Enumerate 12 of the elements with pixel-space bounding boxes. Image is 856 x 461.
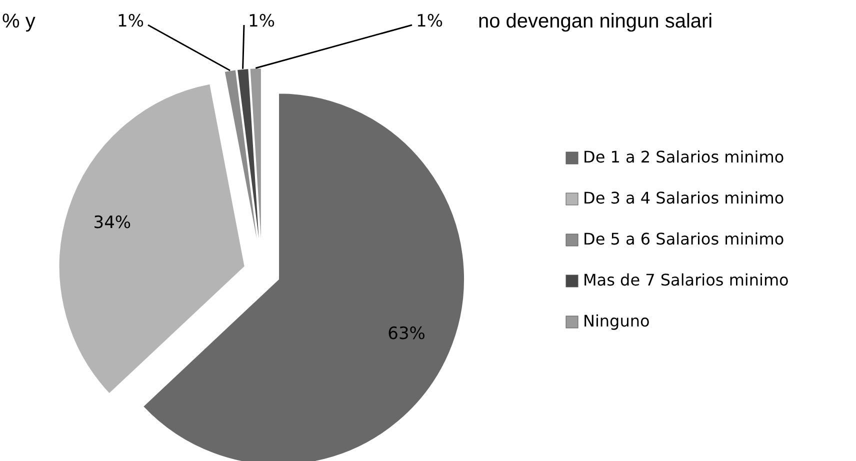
data-label: 1% [248, 12, 275, 32]
legend-label: De 5 a 6 Salarios minimo [583, 229, 784, 248]
text: no devengan ningun salari [478, 10, 713, 32]
data-label: 63% [388, 324, 426, 344]
text: % y [2, 10, 36, 32]
legend-label: Mas de 7 Salarios minimo [583, 270, 789, 290]
data-label: 34% [93, 212, 132, 233]
legend-label: De 3 a 4 Salarios minimo [583, 188, 784, 208]
legend-label: De 1 a 2 Salarios minimo [583, 147, 784, 166]
data-label: 1% [416, 12, 443, 32]
data-label: 1% [117, 12, 144, 32]
legend-label: Ninguno [583, 311, 650, 330]
